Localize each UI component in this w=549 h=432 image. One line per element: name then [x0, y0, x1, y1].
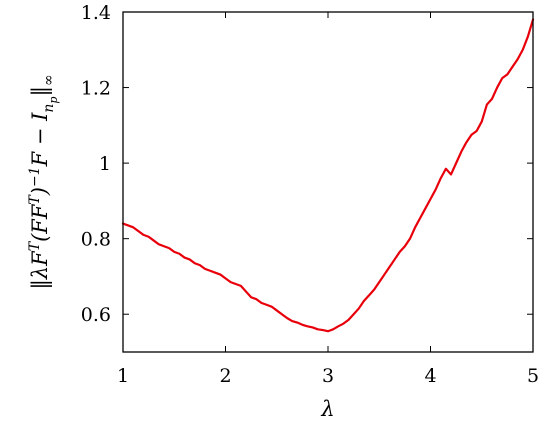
y-tick-label: 1 — [99, 153, 111, 175]
y-tick-label: 1.2 — [81, 78, 111, 100]
y-axis-label-part: p — [47, 97, 60, 104]
x-tick-label: 3 — [322, 365, 334, 387]
y-axis-label-part: n — [41, 104, 57, 113]
y-tick-label: 0.6 — [81, 304, 111, 326]
x-axis-label: λ — [320, 397, 334, 421]
axes-frame — [122, 11, 534, 353]
ticks-layer — [122, 11, 534, 352]
y-axis-label-part: (FF — [28, 203, 52, 242]
y-axis-label-part: −1 — [27, 166, 43, 187]
y-axis-label-part: T — [27, 240, 43, 251]
y-axis-label-part: T — [27, 194, 43, 205]
y-axis-label-part: ) — [28, 187, 52, 196]
y-axis-label-part: F − I — [28, 112, 52, 168]
y-axis-label-part: ∞ — [41, 74, 57, 86]
y-tick-label: 0.8 — [81, 229, 111, 251]
y-tick-label: 1.4 — [81, 2, 111, 24]
x-tick-label: 1 — [117, 365, 129, 387]
y-axis-label: ‖λFT(FFT)−1F − Inp‖∞ — [27, 74, 60, 289]
x-tick-label: 2 — [219, 365, 231, 387]
y-axis-label-part: ‖ — [28, 86, 53, 97]
y-axis-label-part: ‖λF — [28, 250, 53, 290]
x-tick-label: 4 — [424, 365, 436, 387]
x-tick-label: 5 — [527, 365, 539, 387]
series-layer — [121, 18, 535, 333]
series-line — [121, 18, 535, 333]
labels-layer: 1 2 3 4 5 0.6 0.8 1 1.2 1.4 — [81, 2, 539, 387]
